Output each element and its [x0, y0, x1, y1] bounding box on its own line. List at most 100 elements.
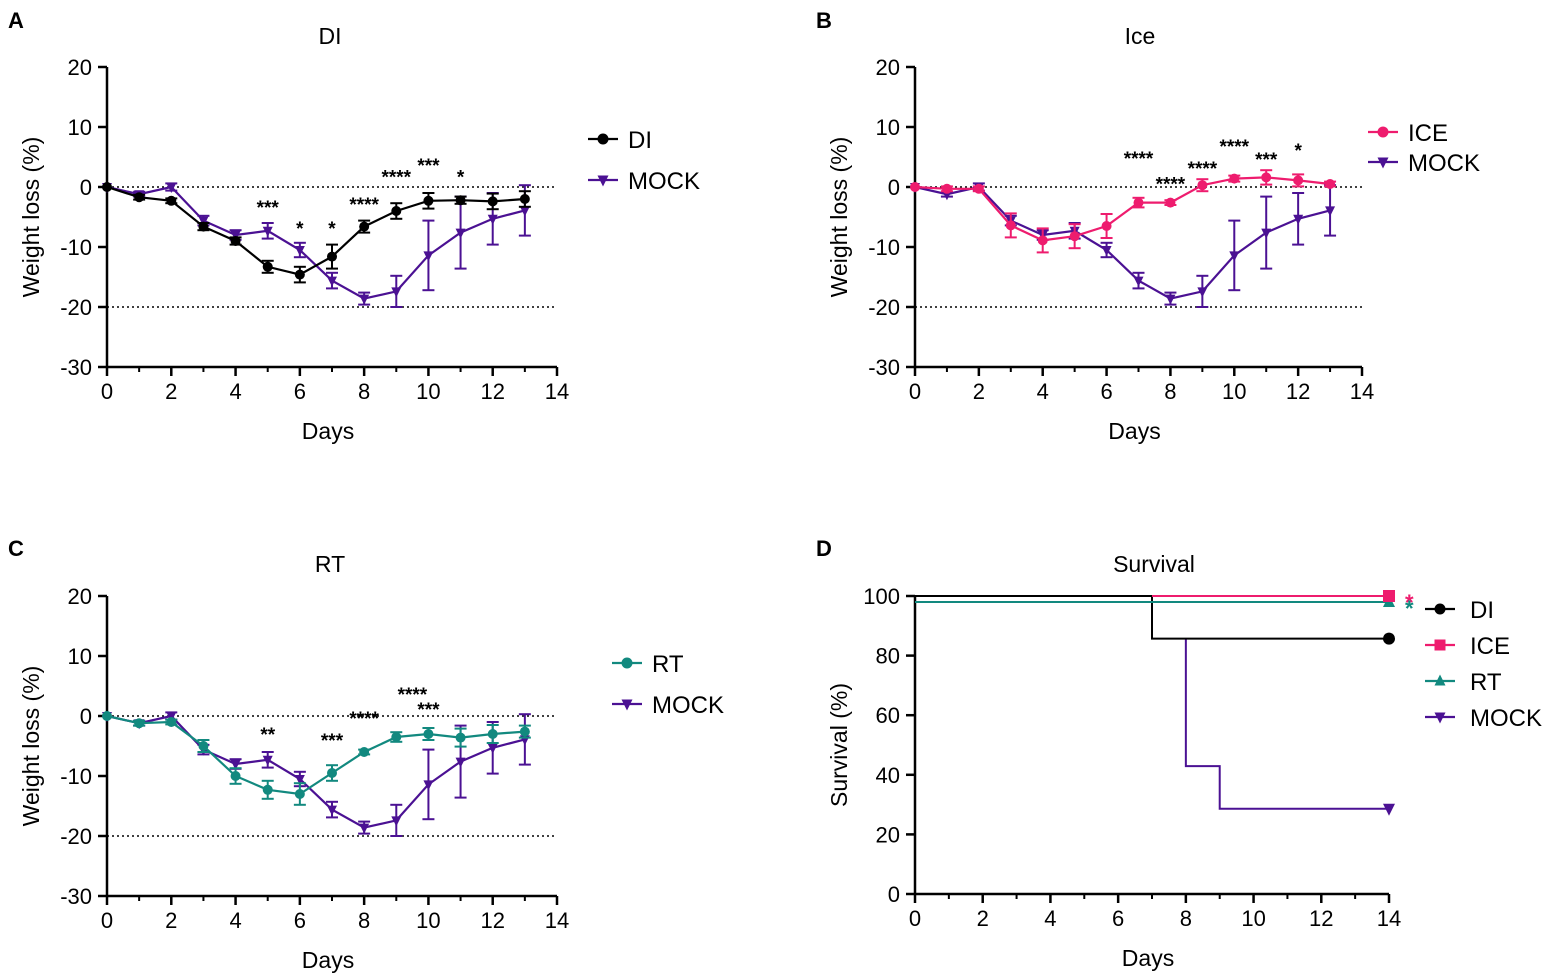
- significance-label: *: [328, 219, 336, 240]
- data-point: [519, 206, 530, 217]
- data-point: [1261, 228, 1272, 239]
- legend: ICE MOCK: [1368, 120, 1480, 177]
- x-tick-label: 2: [165, 379, 177, 404]
- x-tick-label: 6: [294, 379, 306, 404]
- series-mock: [910, 182, 1337, 308]
- significance-label: **: [260, 725, 275, 746]
- data-point: [1293, 175, 1304, 186]
- series-mock: [1184, 638, 1395, 816]
- panel-label: A: [8, 8, 24, 33]
- data-point: [910, 182, 920, 192]
- data-point: [487, 196, 498, 207]
- significance-label: ***: [417, 700, 440, 721]
- series-line: [914, 176, 1331, 242]
- data-point: [455, 228, 466, 239]
- significance-label: *: [296, 219, 304, 240]
- x-tick-label: 8: [1164, 379, 1176, 404]
- data-point: [294, 246, 305, 256]
- legend-label: DI: [1470, 597, 1494, 624]
- x-tick-label: 2: [977, 906, 989, 931]
- data-point: [166, 183, 177, 193]
- y-axis-label: Survival (%): [826, 683, 852, 807]
- series-mock: [102, 711, 531, 837]
- x-tick-label: 6: [1112, 906, 1124, 931]
- legend: DI MOCK: [588, 127, 700, 195]
- data-point: [359, 221, 370, 232]
- data-point: [359, 823, 370, 834]
- data-point: [262, 226, 273, 237]
- data-point: [1325, 206, 1336, 217]
- panel-A: A DI 0 2 4 6 8 10 12 14 20 10 0 -10 -20 -30 Days Weight l…: [8, 8, 700, 444]
- legend-marker: [621, 657, 633, 669]
- data-point: [230, 760, 241, 770]
- legend: RT MOCK: [612, 651, 724, 719]
- panel-label: C: [8, 536, 24, 561]
- significance-label: ****: [1156, 175, 1186, 196]
- y-tick-label: -10: [868, 235, 900, 260]
- data-point: [423, 251, 434, 262]
- data-point: [1005, 220, 1016, 231]
- data-point: [1165, 294, 1176, 305]
- significance-label: ***: [1255, 150, 1278, 171]
- significance-label: ****: [349, 195, 379, 216]
- data-point: [1197, 180, 1208, 191]
- data-point: [134, 718, 145, 729]
- data-point: [487, 729, 498, 739]
- x-tick-label: 0: [909, 906, 921, 931]
- y-tick-label: 60: [876, 703, 900, 728]
- data-point: [102, 182, 112, 192]
- data-point: [455, 195, 466, 206]
- data-point: [262, 755, 273, 766]
- significance-label: ****: [1188, 159, 1218, 180]
- significance-label: *: [1405, 590, 1414, 615]
- legend: DI ICE RT MOCK: [1425, 597, 1542, 732]
- data-point: [262, 784, 273, 795]
- data-point: [487, 743, 498, 754]
- legend-label: MOCK: [1408, 150, 1480, 177]
- x-tick-label: 14: [545, 908, 569, 933]
- panel-C: C RT 0 2 4 6 8 10 12 14 20 10 0 -10 -20 -30 Days Weight l…: [8, 536, 724, 973]
- legend-marker: [597, 175, 609, 187]
- y-tick-label: -20: [60, 824, 92, 849]
- data-point: [1101, 221, 1112, 231]
- y-tick-label: 0: [80, 175, 92, 200]
- data-point: [941, 183, 952, 194]
- legend-marker: [597, 133, 609, 145]
- panel-label: D: [816, 536, 832, 561]
- legend-label: MOCK: [1470, 705, 1542, 732]
- x-tick-label: 6: [294, 908, 306, 933]
- data-point: [1037, 235, 1048, 246]
- data-point: [134, 192, 145, 203]
- data-point: [1383, 632, 1395, 645]
- series-di: [915, 595, 1395, 645]
- series-line: [914, 185, 1331, 300]
- legend-marker: [1434, 603, 1446, 615]
- x-tick-label: 14: [1377, 906, 1401, 931]
- y-axis-label: Weight loss (%): [826, 137, 852, 298]
- series-rt: [102, 711, 531, 806]
- y-tick-label: -30: [868, 355, 900, 380]
- significance-label: *: [457, 167, 465, 188]
- x-tick-label: 12: [1286, 379, 1310, 404]
- x-tick-label: 10: [1222, 379, 1246, 404]
- data-point: [1101, 246, 1112, 256]
- data-point: [519, 726, 530, 737]
- series-ice: [1152, 590, 1395, 602]
- y-tick-label: 20: [876, 55, 900, 80]
- data-point: [487, 214, 498, 225]
- data-point: [1197, 287, 1208, 298]
- data-point: [359, 294, 370, 305]
- x-tick-label: 10: [416, 379, 440, 404]
- y-tick-label: -30: [60, 884, 92, 909]
- legend-label: ICE: [1408, 120, 1448, 147]
- x-tick-label: 4: [1037, 379, 1049, 404]
- data-point: [423, 729, 434, 739]
- x-tick-label: 4: [229, 379, 241, 404]
- data-point: [230, 771, 241, 781]
- chart-title: DI: [319, 23, 342, 49]
- data-point: [1383, 590, 1395, 602]
- x-axis-label: Days: [1122, 945, 1174, 971]
- panel-D: D Survival 0 2 4 6 8 10 12 14 100 80 60 40 20 0 Days Surv…: [816, 536, 1542, 971]
- legend-label: ICE: [1470, 633, 1510, 660]
